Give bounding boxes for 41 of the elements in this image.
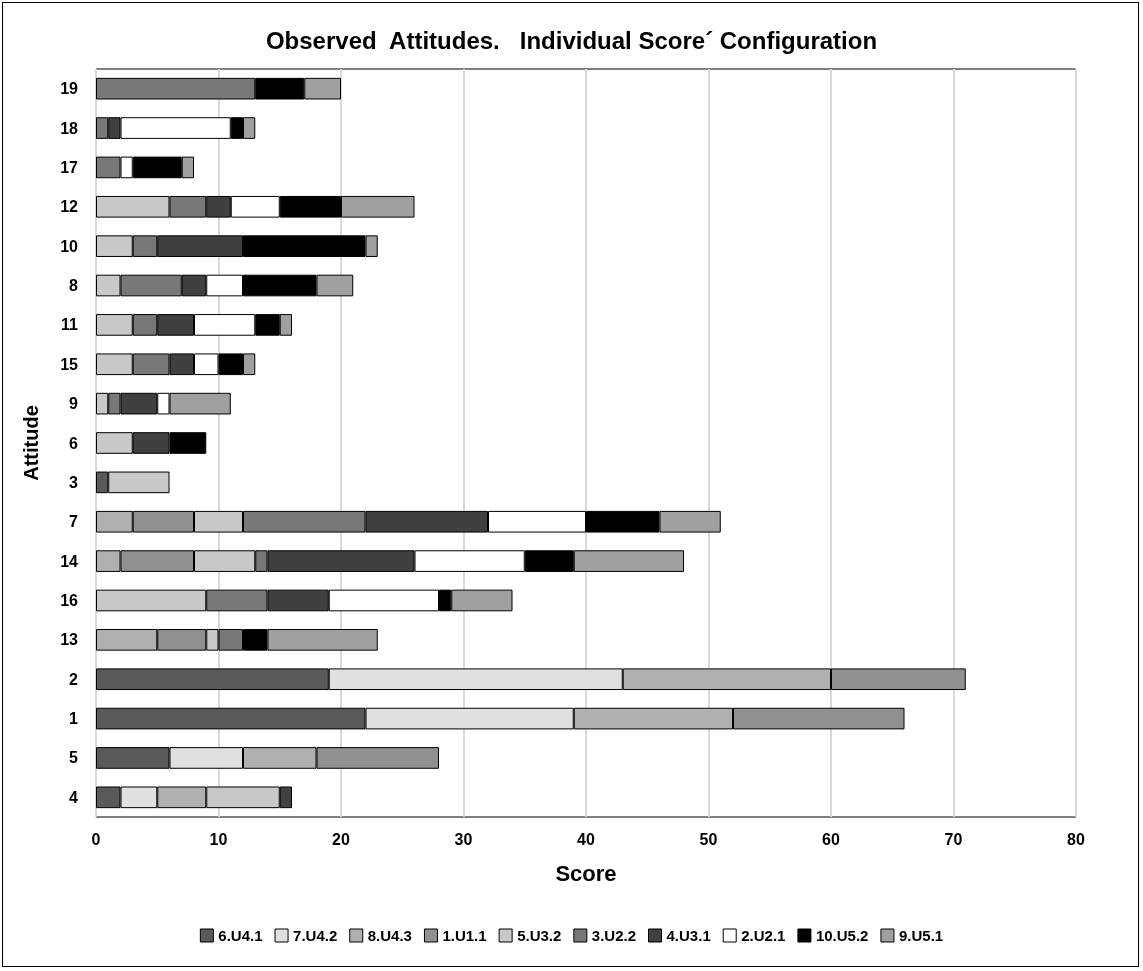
legend-label: 4.U3.1: [666, 927, 711, 944]
chart-title: Observed Attitudes. Individual Score´ Configuration: [265, 26, 878, 54]
y-tick-label: 16: [60, 591, 79, 609]
y-tick-label: 3: [69, 473, 79, 491]
legend-label: 2.U2.1: [741, 927, 786, 944]
x-tick-label: 50: [699, 830, 718, 848]
x-tick-label: 0: [91, 830, 101, 848]
legend-label: 8.U4.3: [367, 927, 412, 944]
y-tick-label: 19: [60, 80, 79, 98]
y-tick-label: 10: [60, 237, 79, 255]
x-tick-label: 20: [332, 830, 350, 848]
y-axis-title: Attitude: [20, 405, 42, 481]
legend-label: 9.U5.1: [898, 927, 944, 944]
y-tick-label: 1: [69, 710, 79, 728]
x-tick-label: 30: [454, 830, 473, 848]
legend-label: 7.U4.2: [293, 927, 338, 944]
y-tick-label: 9: [69, 395, 79, 413]
x-tick-label: 10: [209, 830, 228, 848]
y-tick-label: 5: [69, 749, 79, 767]
legend-label: 5.U3.2: [517, 927, 562, 944]
y-tick-label: 15: [60, 355, 79, 373]
x-tick-label: 40: [577, 830, 595, 848]
y-tick-label: 13: [60, 631, 79, 649]
y-tick-label: 8: [69, 277, 79, 295]
legend-label: 10.U5.2: [815, 927, 869, 944]
y-tick-label: 17: [60, 158, 79, 176]
legend-label: 1.U1.1: [442, 927, 487, 944]
x-tick-label: 70: [944, 830, 963, 848]
x-axis-title: Score: [555, 860, 617, 886]
y-tick-label: 18: [60, 119, 79, 137]
y-tick-label: 6: [69, 434, 79, 452]
y-tick-label: 7: [69, 513, 79, 531]
y-tick-label: 4: [69, 788, 79, 806]
x-tick-label: 60: [822, 830, 840, 848]
y-tick-label: 14: [60, 552, 79, 570]
legend-label: 6.U4.1: [218, 927, 263, 944]
y-tick-label: 11: [61, 316, 79, 334]
y-tick-label: 2: [69, 670, 79, 688]
y-tick-label: 12: [60, 198, 79, 216]
x-tick-label: 80: [1067, 830, 1085, 848]
legend-label: 3.U2.2: [591, 927, 637, 944]
